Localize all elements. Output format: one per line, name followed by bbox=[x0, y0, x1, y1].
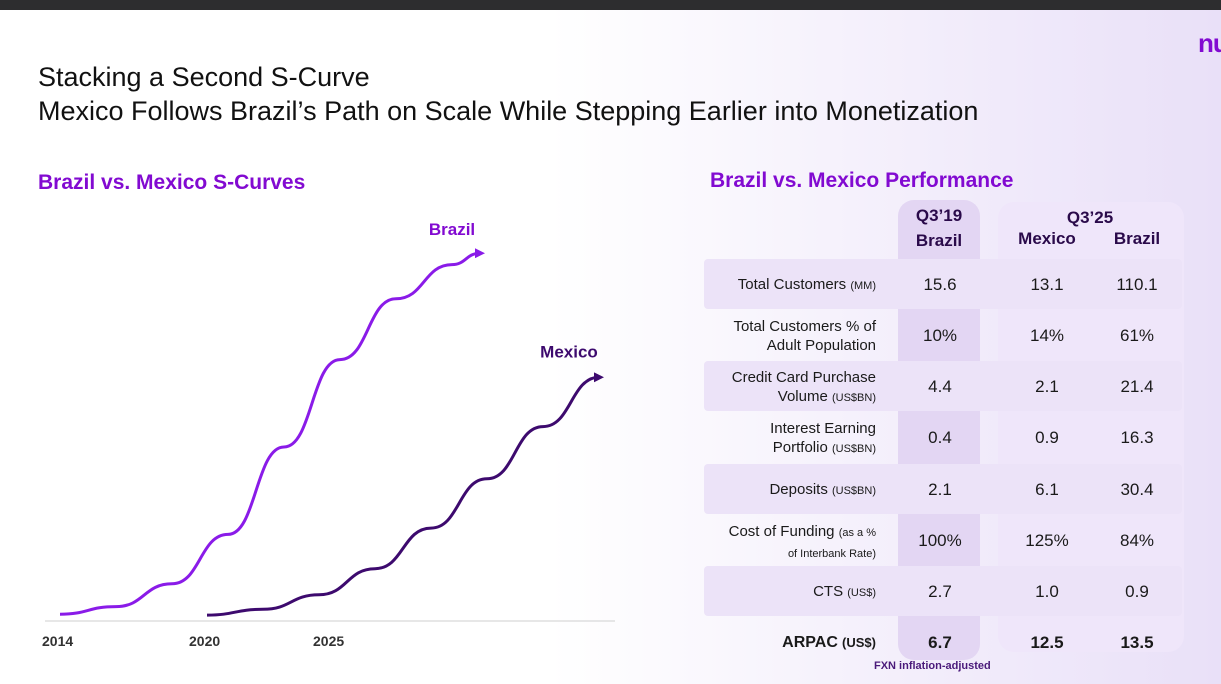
table-row-background bbox=[704, 259, 1182, 309]
table-title: Brazil vs. Mexico Performance bbox=[710, 169, 1014, 192]
cell-q319-brazil: 10% bbox=[922, 326, 958, 345]
cell-q325-mexico: 0.9 bbox=[1035, 428, 1059, 447]
cell-q319-brazil: 2.1 bbox=[928, 480, 952, 499]
cell-q325-mexico: 125% bbox=[1025, 531, 1069, 550]
row-label: ARPAC (US$) bbox=[782, 633, 876, 652]
table-row-background bbox=[704, 566, 1182, 616]
row-label-text: Cost of Funding bbox=[728, 523, 835, 540]
row-unit: (MM) bbox=[850, 280, 876, 292]
cell-q325-brazil: 84% bbox=[1119, 531, 1155, 550]
row-label: Total Customers (MM) bbox=[738, 275, 876, 296]
cell-q325-mexico: 14% bbox=[1029, 326, 1065, 345]
series-line-brazil bbox=[59, 248, 485, 616]
row-unit: (US$BN) bbox=[831, 443, 876, 455]
slide-subtitle: Stacking a Second S-Curve bbox=[38, 62, 370, 92]
s-curve-chart: 2014 2020 2025 Brazil Mexico bbox=[42, 220, 615, 649]
x-tick-label: 2014 bbox=[42, 633, 73, 649]
row-label-text: Deposits bbox=[769, 481, 828, 498]
row-unit: (US$) bbox=[842, 635, 876, 650]
row-label: Total Customers % of Adult Population bbox=[733, 317, 876, 355]
row-label: Credit Card Purchase Volume (US$BN) bbox=[732, 368, 876, 408]
top-bar bbox=[0, 0, 1221, 10]
cell-q325-brazil: 61% bbox=[1119, 326, 1155, 345]
row-label-text-line2: Portfolio bbox=[772, 439, 828, 456]
row-label: CTS (US$) bbox=[813, 582, 876, 603]
row-unit: (US$BN) bbox=[831, 485, 876, 497]
row-label-text-line2: Adult Population bbox=[766, 337, 876, 354]
slide-title: Mexico Follows Brazil’s Path on Scale Wh… bbox=[38, 96, 979, 126]
cell-q325-mexico: 13.1 bbox=[1030, 275, 1064, 294]
cell-q325-mexico: 12.5 bbox=[1030, 633, 1064, 652]
row-unit-line2: of Interbank Rate) bbox=[787, 548, 876, 560]
cell-q319-brazil: 15.6 bbox=[923, 275, 957, 294]
series-label-brazil: Brazil bbox=[429, 220, 475, 239]
cell-q325-brazil: 21.4 bbox=[1120, 377, 1154, 396]
cell-q319-brazil: 100% bbox=[918, 531, 962, 550]
header-q319-brazil: Brazil bbox=[915, 231, 963, 250]
cell-q325-brazil: 0.9 bbox=[1125, 582, 1149, 601]
cell-q325-mexico: 2.1 bbox=[1035, 377, 1059, 396]
cell-q319-brazil: 6.7 bbox=[928, 633, 952, 652]
header-q325-mexico: Mexico bbox=[1018, 229, 1076, 248]
row-unit: (as a % bbox=[838, 527, 876, 539]
row-label-text: Total Customers % of bbox=[733, 318, 876, 335]
header-q325-brazil: Brazil bbox=[1113, 229, 1161, 248]
row-label: Interest Earning Portfolio (US$BN) bbox=[770, 419, 876, 459]
chart-title: Brazil vs. Mexico S-Curves bbox=[38, 171, 306, 194]
series-line-mexico bbox=[206, 372, 604, 617]
cell-q325-mexico: 6.1 bbox=[1035, 480, 1059, 499]
cell-q325-brazil: 30.4 bbox=[1120, 480, 1154, 499]
cell-q325-brazil: 110.1 bbox=[1116, 275, 1158, 294]
series-label-mexico: Mexico bbox=[540, 342, 598, 361]
cell-q319-brazil: 2.7 bbox=[928, 582, 952, 601]
row-unit: (US$) bbox=[847, 587, 876, 599]
x-tick-label: 2020 bbox=[189, 633, 220, 649]
header-q325: Q3’25 bbox=[1066, 208, 1114, 227]
cell-q319-brazil: 4.4 bbox=[928, 377, 952, 396]
row-unit: (US$BN) bbox=[831, 392, 876, 404]
cell-q319-brazil: 0.4 bbox=[928, 428, 952, 447]
header-q319: Q3’19 bbox=[915, 206, 963, 225]
row-label-text-line2: Volume bbox=[777, 388, 828, 405]
cell-q325-mexico: 1.0 bbox=[1035, 582, 1059, 601]
cell-q325-brazil: 16.3 bbox=[1120, 428, 1154, 447]
row-label: Deposits (US$BN) bbox=[769, 480, 876, 501]
row-label: Cost of Funding (as a % of Interbank Rate… bbox=[729, 522, 876, 564]
row-label-text: ARPAC bbox=[782, 634, 838, 651]
nu-logo: nu bbox=[1198, 28, 1221, 58]
footnote: FXN inflation-adjusted bbox=[874, 660, 991, 672]
row-label-text: Total Customers bbox=[737, 276, 847, 293]
table-row-background bbox=[704, 361, 1182, 411]
row-label-text: Credit Card Purchase bbox=[731, 369, 876, 386]
row-label-text: Interest Earning bbox=[770, 420, 876, 437]
cell-q325-brazil: 13.5 bbox=[1120, 633, 1154, 652]
table-row-background bbox=[704, 464, 1182, 514]
row-label-text: CTS bbox=[813, 583, 844, 600]
x-tick-label: 2025 bbox=[313, 633, 344, 649]
